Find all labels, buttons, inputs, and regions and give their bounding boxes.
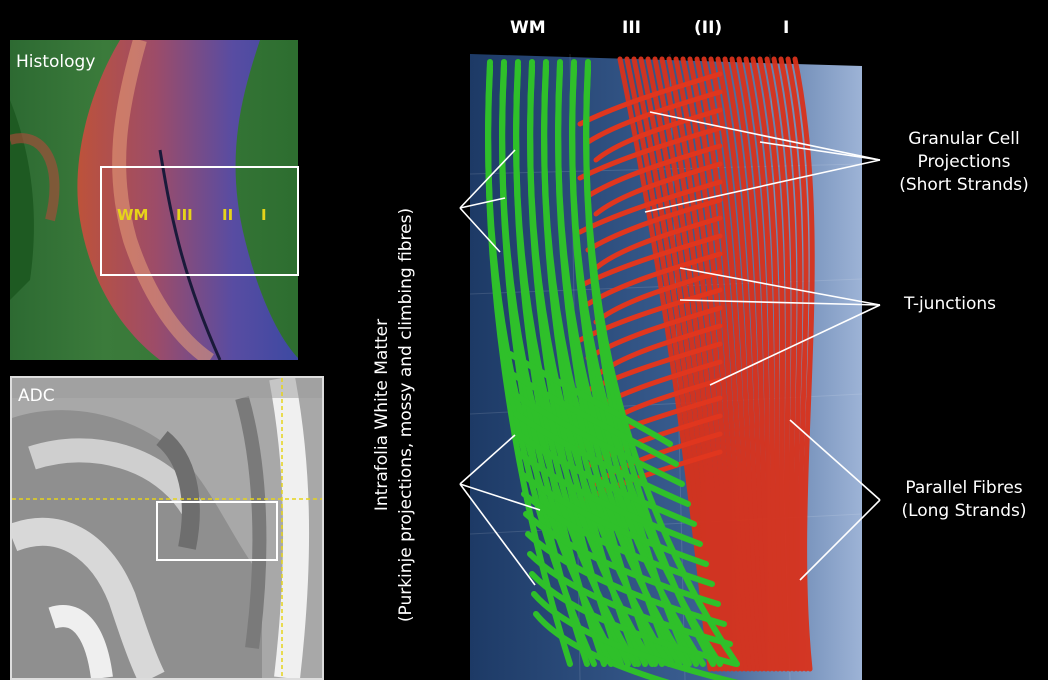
granular-projection-strand [585, 305, 723, 361]
histology-panel: Histology WM III II I [10, 40, 324, 360]
granular-projection-strand [593, 161, 723, 217]
parallel-fibre-strand [736, 56, 781, 672]
white-matter-fibre-strand [525, 531, 727, 627]
granular-line1: Granular Cell [908, 129, 1020, 149]
granular-projection-strand [593, 107, 723, 163]
annotation-parallel: Parallel Fibres (Long Strands) [880, 477, 1048, 523]
layer-label-i: I [261, 206, 267, 224]
white-matter-fibre-strand [541, 67, 689, 667]
white-matter-fibre-strand [485, 67, 621, 667]
granular-line3: (Short Strands) [899, 174, 1029, 195]
histology-roi-box [100, 166, 299, 276]
header-iii: III [622, 18, 641, 38]
parallel-fibre-strand [729, 56, 777, 672]
adc-panel: ADC [10, 376, 324, 680]
parallel-fibre-strand [743, 56, 785, 672]
parallel-fibre-strand [771, 56, 801, 672]
annotation-tjunctions: T-junctions [904, 294, 996, 314]
white-matter-fibre-strand [507, 351, 673, 447]
parallel-fibre-strand [645, 56, 729, 672]
white-matter-fibre-strand [509, 371, 679, 467]
granular-line2: Projections [917, 151, 1011, 172]
granular-projection-strand [585, 197, 723, 253]
parallel-line1: Parallel Fibres [905, 478, 1023, 498]
parallel-fibre-strand [708, 56, 765, 672]
white-matter-fibre-strand [569, 67, 723, 667]
parallel-fibre-strand [624, 56, 717, 672]
white-matter-fibre-strand [531, 591, 739, 680]
white-matter-fibre-strand [533, 611, 670, 680]
parallel-fibre-strand [694, 56, 757, 672]
white-matter-fibre-strand [521, 491, 715, 587]
header-ii: (II) [694, 18, 723, 38]
white-matter-fibre-strand [515, 431, 697, 527]
white-matter-fibre-strand [513, 411, 691, 507]
white-matter-fibre-strand [583, 67, 740, 667]
layer-label-iii: III [176, 206, 193, 224]
parallel-fibre-strand [785, 56, 809, 672]
parallel-fibre-strand [757, 56, 793, 672]
white-matter-fibre-strand [527, 551, 733, 647]
histology-image [10, 40, 324, 360]
layer-label-ii: II [222, 206, 234, 224]
adc-title: ADC [18, 386, 55, 406]
tractography-panel [470, 54, 862, 680]
layer-label-wm: WM [117, 206, 149, 224]
granular-projection-strand [577, 179, 723, 235]
histology-title: Histology [16, 52, 96, 72]
header-wm: WM [510, 18, 546, 38]
granular-projection-strand [577, 125, 723, 181]
parallel-fibre-strand [617, 56, 713, 672]
tractography-image [470, 54, 862, 680]
white-matter-fibre-strand [529, 571, 739, 667]
adc-image [12, 378, 322, 678]
granular-projection-strand [593, 269, 723, 325]
granular-projection-strand [585, 143, 723, 199]
parallel-fibre-strand [687, 56, 753, 672]
parallel-fibre-strand [792, 56, 815, 672]
granular-projection-strand [585, 89, 723, 145]
parallel-fibre-strand [680, 56, 749, 672]
granular-projection-strand [593, 215, 723, 271]
parallel-fibre-strand [701, 56, 761, 672]
header-i: I [783, 18, 790, 38]
white-matter-fibre-strand [523, 511, 721, 607]
white-matter-fibre-strand [511, 391, 685, 487]
parallel-fibre-strand [764, 56, 797, 672]
white-matter-fibre-strand [519, 471, 709, 567]
adc-roi-box [156, 501, 278, 561]
parallel-line2: (Long Strands) [901, 500, 1027, 521]
granular-projection-strand [577, 287, 723, 343]
white-matter-fibre-strand [517, 451, 703, 547]
white-matter-fibre-strand [527, 67, 672, 667]
parallel-fibre-strand [715, 56, 769, 672]
annotation-granular: Granular Cell Projections (Short Strands… [880, 128, 1048, 197]
granular-projection-strand [577, 71, 723, 127]
